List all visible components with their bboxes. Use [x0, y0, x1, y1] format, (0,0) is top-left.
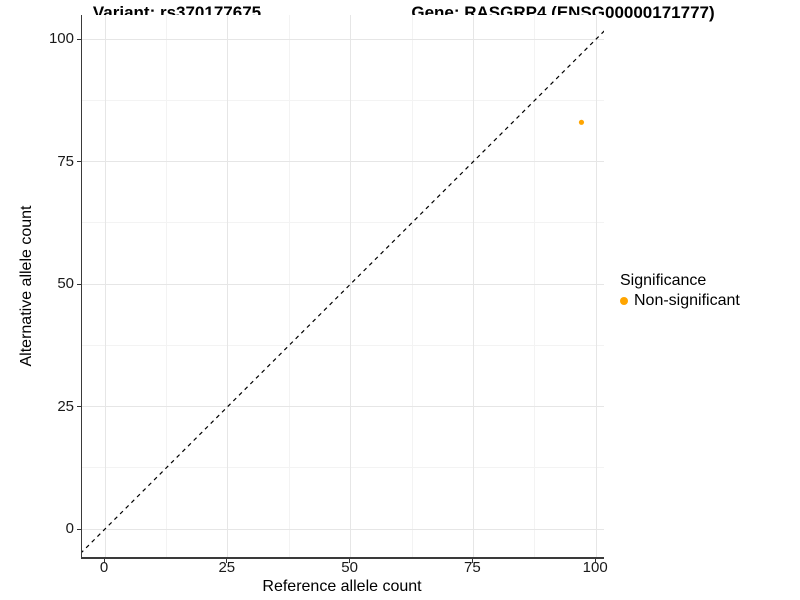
x-major-gridline [350, 15, 352, 557]
y-minor-gridline [82, 344, 604, 346]
x-minor-gridline [165, 15, 167, 557]
y-tick-mark [77, 283, 81, 285]
x-axis-title: Reference allele count [262, 578, 422, 595]
y-tick-mark [77, 38, 81, 40]
y-major-gridline [82, 283, 604, 285]
x-tick-label: 50 [341, 559, 358, 576]
data-point [578, 119, 585, 125]
x-tick-label: 75 [464, 559, 481, 576]
y-tick-mark [77, 406, 81, 407]
x-tick-label: 0 [99, 559, 109, 576]
x-major-gridline [472, 15, 474, 557]
y-tick-mark [77, 528, 81, 530]
x-tick-mark [349, 559, 351, 563]
plot-panel [81, 15, 604, 559]
y-minor-gridline [82, 222, 604, 224]
legend-title: Significance [620, 272, 707, 289]
x-tick-mark [226, 559, 228, 563]
x-minor-gridline [534, 15, 536, 557]
x-minor-gridline [288, 15, 290, 557]
y-tick-mark [77, 161, 81, 162]
point-swatch-icon [620, 297, 628, 305]
y-major-gridline [82, 406, 604, 407]
x-tick-label: 100 [582, 559, 608, 576]
y-major-gridline [82, 161, 604, 162]
x-tick-mark [103, 559, 105, 563]
y-tick-label: 100 [48, 30, 74, 47]
y-tick-label: 75 [57, 152, 74, 170]
identity-reference-line [82, 30, 604, 553]
x-minor-gridline [411, 15, 413, 557]
y-tick-label: 50 [57, 275, 74, 292]
y-tick-label: 0 [65, 520, 74, 537]
y-major-gridline [82, 528, 604, 530]
x-major-gridline [595, 15, 597, 557]
y-minor-gridline [82, 467, 604, 469]
y-minor-gridline [82, 99, 604, 101]
x-tick-mark [471, 559, 473, 563]
x-tick-mark [594, 559, 596, 563]
legend-item: Non-significant [620, 292, 740, 310]
y-axis-title: Alternative allele count [18, 205, 35, 367]
x-major-gridline [227, 15, 229, 557]
y-major-gridline [82, 38, 604, 40]
y-tick-label: 25 [57, 397, 74, 415]
x-tick-label: 25 [218, 559, 236, 576]
x-major-gridline [104, 15, 106, 557]
legend-item-label: Non-significant [634, 292, 740, 309]
legend: Significance Non-significant [620, 271, 740, 310]
plot-layer [82, 30, 604, 553]
